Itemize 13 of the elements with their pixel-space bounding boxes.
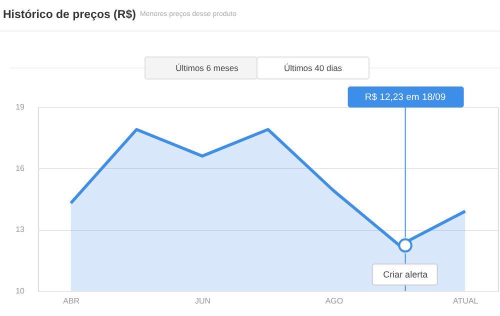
x-tick-label: JUN xyxy=(195,296,211,306)
chart-title: Histórico de preços (R$) xyxy=(3,9,136,21)
text: Últimos 6 meses xyxy=(176,63,238,73)
text: Últimos 40 dias xyxy=(284,63,342,73)
x-tick-label: AGO xyxy=(325,296,344,306)
x-tick-label: ATUAL xyxy=(453,296,479,306)
y-tick-label: 10 xyxy=(16,286,26,296)
annotation: Criar alerta xyxy=(383,270,428,280)
y-tick-label: 13 xyxy=(16,225,26,234)
x-tick-label: ABR xyxy=(63,296,80,306)
y-tick-label: 19 xyxy=(16,102,26,112)
y-tick-label: 16 xyxy=(16,164,26,173)
annotation: R$ 12,23 em 18/09 xyxy=(364,92,446,103)
